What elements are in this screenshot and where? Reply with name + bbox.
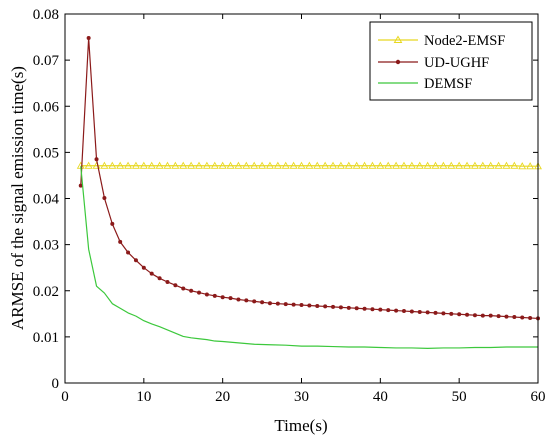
data-point-ud-ughf	[276, 302, 280, 306]
data-point-ud-ughf	[95, 157, 99, 161]
data-point-ud-ughf	[268, 301, 272, 305]
data-point-ud-ughf	[260, 300, 264, 304]
data-point-ud-ughf	[87, 36, 91, 40]
data-point-ud-ughf	[102, 196, 106, 200]
y-axis-label: ARMSE of the signal emission time(s)	[8, 66, 27, 330]
data-point-ud-ughf	[473, 313, 477, 317]
x-tick-label: 10	[136, 389, 151, 405]
y-tick-label: 0.06	[33, 99, 60, 115]
data-point-ud-ughf	[465, 313, 469, 317]
data-point-ud-ughf	[323, 304, 327, 308]
legend-label-ud-ughf: UD-UGHF	[424, 55, 489, 71]
data-point-ud-ughf	[497, 314, 501, 318]
y-tick-label: 0.02	[33, 284, 59, 300]
data-point-ud-ughf	[197, 291, 201, 295]
data-point-ud-ughf	[520, 316, 524, 320]
data-point-ud-ughf	[244, 298, 248, 302]
x-tick-label: 40	[373, 389, 388, 405]
data-point-ud-ughf	[150, 272, 154, 276]
data-point-ud-ughf	[300, 303, 304, 307]
data-point-ud-ughf	[229, 296, 233, 300]
data-point-ud-ughf	[449, 312, 453, 316]
y-tick-label: 0.08	[33, 7, 59, 23]
data-point-ud-ughf	[173, 283, 177, 287]
y-tick-label: 0.05	[33, 145, 59, 161]
legend-label-demsf: DEMSF	[424, 76, 472, 92]
data-point-ud-ughf	[355, 306, 359, 310]
data-point-ud-ughf	[165, 280, 169, 284]
data-point-ud-ughf	[457, 312, 461, 316]
data-point-ud-ughf	[118, 240, 122, 244]
data-point-ud-ughf	[307, 304, 311, 308]
data-point-ud-ughf	[110, 222, 114, 226]
legend-marker-ud-ughf	[396, 60, 400, 64]
data-point-ud-ughf	[489, 314, 493, 318]
data-point-ud-ughf	[402, 309, 406, 313]
data-point-ud-ughf	[394, 309, 398, 313]
data-point-ud-ughf	[504, 315, 508, 319]
data-point-ud-ughf	[292, 303, 296, 307]
data-point-ud-ughf	[189, 289, 193, 293]
data-point-ud-ughf	[221, 295, 225, 299]
data-point-ud-ughf	[370, 307, 374, 311]
data-point-ud-ughf	[410, 310, 414, 314]
data-point-ud-ughf	[378, 308, 382, 312]
y-tick-label: 0.04	[33, 192, 60, 208]
data-point-ud-ughf	[363, 307, 367, 311]
data-point-ud-ughf	[284, 302, 288, 306]
x-axis-label: Time(s)	[274, 416, 327, 435]
data-point-ud-ughf	[347, 306, 351, 310]
data-point-ud-ughf	[441, 311, 445, 315]
data-point-ud-ughf	[331, 305, 335, 309]
data-point-ud-ughf	[126, 250, 130, 254]
data-point-ud-ughf	[339, 305, 343, 309]
y-tick-label: 0.03	[33, 238, 59, 254]
data-point-ud-ughf	[181, 286, 185, 290]
x-tick-label: 20	[215, 389, 230, 405]
x-tick-label: 50	[452, 389, 467, 405]
data-point-ud-ughf	[236, 298, 240, 302]
data-point-ud-ughf	[315, 304, 319, 308]
data-point-ud-ughf	[134, 258, 138, 262]
data-point-ud-ughf	[252, 299, 256, 303]
data-point-ud-ughf	[528, 316, 532, 320]
data-point-ud-ughf	[158, 276, 162, 280]
legend: Node2-EMSF UD-UGHF DEMSF	[370, 22, 532, 100]
data-point-ud-ughf	[142, 266, 146, 270]
data-point-ud-ughf	[512, 315, 516, 319]
data-point-ud-ughf	[481, 314, 485, 318]
data-point-ud-ughf	[213, 294, 217, 298]
y-tick-label: 0.07	[33, 53, 60, 69]
y-tick-label: 0	[52, 376, 60, 392]
data-point-ud-ughf	[434, 311, 438, 315]
x-tick-label: 60	[531, 389, 546, 405]
data-point-ud-ughf	[426, 310, 430, 314]
data-point-ud-ughf	[418, 310, 422, 314]
x-tick-label: 0	[61, 389, 69, 405]
data-point-ud-ughf	[205, 292, 209, 296]
data-point-ud-ughf	[386, 308, 390, 312]
x-tick-label: 30	[294, 389, 309, 405]
legend-label-node2-emsf: Node2-EMSF	[424, 33, 505, 49]
y-tick-label: 0.01	[33, 330, 59, 346]
